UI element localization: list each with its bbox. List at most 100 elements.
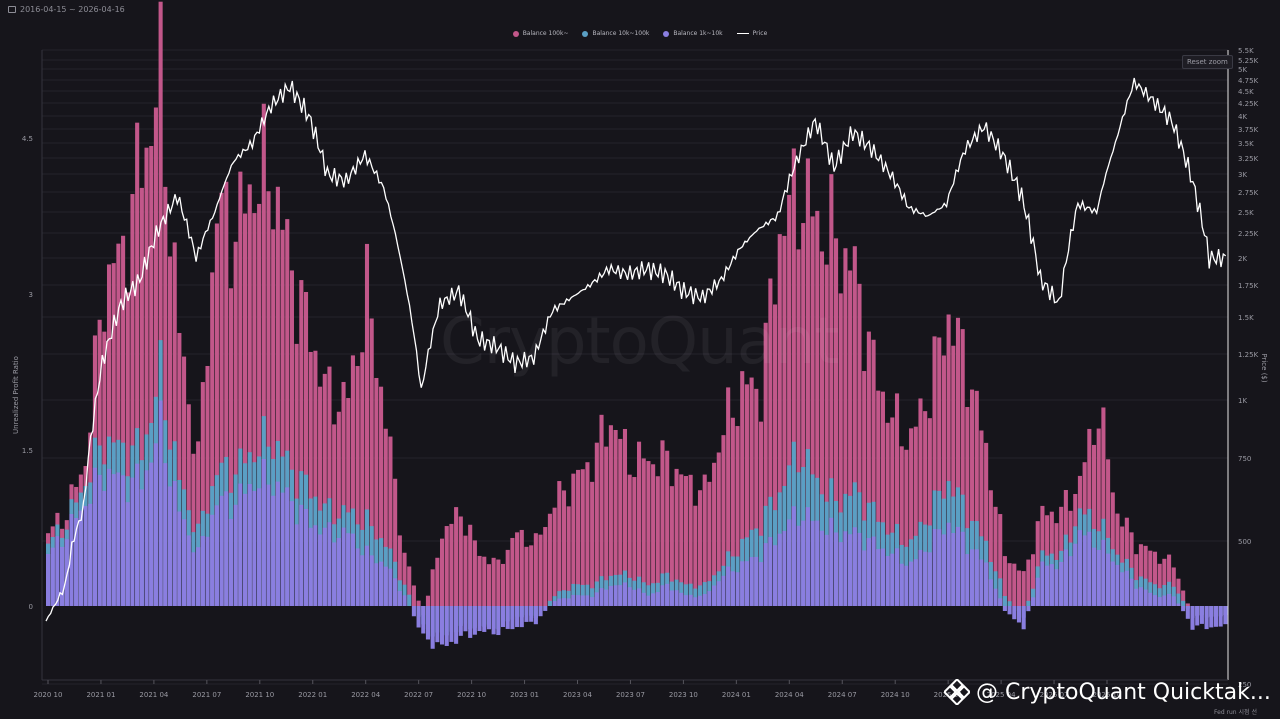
bar-balance-100k — [1185, 603, 1190, 606]
bar-balance-100k — [679, 474, 684, 606]
bar-balance-100k — [918, 398, 923, 606]
bar-balance-100k — [862, 371, 867, 606]
bar-balance-100k — [205, 365, 210, 606]
bar-balance-1k-10k — [993, 588, 998, 606]
calendar-icon — [8, 6, 16, 13]
bar-balance-100k — [852, 246, 857, 606]
bar-balance-1k-10k — [275, 481, 280, 606]
reset-zoom-button[interactable]: Reset zoom — [1182, 55, 1233, 69]
bar-balance-1k-10k — [1209, 606, 1214, 628]
bar-balance-1k-10k — [660, 585, 665, 606]
x-tick-label: 2024 10 — [881, 691, 910, 699]
x-tick-label: 2025 04 — [987, 691, 1016, 699]
legend-item[interactable]: Price — [736, 30, 767, 37]
bar-balance-100k — [1101, 407, 1106, 606]
bar-balance-1k-10k — [576, 595, 581, 606]
bar-balance-1k-10k — [416, 606, 421, 628]
bar-balance-1k-10k — [613, 585, 618, 606]
bar-balance-1k-10k — [716, 581, 721, 606]
y-right-tick-label: 5K — [1238, 66, 1247, 74]
bars-layer — [46, 1, 1228, 649]
bar-balance-1k-10k — [604, 589, 609, 606]
bar-balance-100k — [885, 422, 890, 606]
bar-balance-1k-10k — [449, 606, 454, 642]
bar-balance-100k — [463, 535, 468, 606]
legend-item[interactable]: Balance 1k~10k — [663, 30, 723, 37]
bar-balance-1k-10k — [1073, 543, 1078, 606]
bar-balance-100k — [665, 450, 670, 606]
bar-balance-1k-10k — [970, 549, 975, 606]
bar-balance-100k — [111, 263, 116, 606]
bar-balance-100k — [350, 355, 355, 606]
bar-balance-1k-10k — [880, 548, 885, 606]
legend-item[interactable]: Balance 100k~ — [512, 30, 568, 37]
bar-balance-1k-10k — [383, 566, 388, 606]
bar-balance-100k — [1012, 563, 1017, 606]
bar-balance-100k — [909, 428, 914, 606]
bar-balance-1k-10k — [707, 591, 712, 606]
bar-balance-1k-10k — [299, 504, 304, 606]
date-range-picker[interactable]: 2016-04-15 ~ 2026-04-16 — [8, 5, 125, 14]
bar-balance-10k-100k — [1002, 596, 1007, 606]
bar-balance-10k-100k — [547, 600, 552, 606]
bar-balance-100k — [941, 355, 946, 606]
bar-balance-100k — [819, 251, 825, 606]
bar-balance-100k — [332, 424, 337, 606]
bar-balance-1k-10k — [829, 517, 834, 606]
bar-balance-100k — [477, 555, 482, 606]
bar-balance-1k-10k — [486, 606, 491, 630]
bar-balance-1k-10k — [782, 530, 787, 606]
bar-balance-1k-10k — [979, 559, 984, 606]
bar-balance-1k-10k — [435, 606, 440, 643]
bar-balance-1k-10k — [341, 527, 346, 606]
bar-balance-1k-10k — [730, 571, 735, 606]
bar-balance-100k — [590, 481, 595, 606]
bar-balance-1k-10k — [1195, 606, 1200, 626]
bar-balance-1k-10k — [599, 588, 604, 606]
bar-balance-100k — [341, 381, 346, 606]
bar-balance-100k — [848, 270, 853, 606]
bar-balance-1k-10k — [552, 601, 557, 606]
bar-balance-1k-10k — [116, 472, 121, 606]
bar-balance-1k-10k — [651, 593, 656, 606]
bar-balance-1k-10k — [988, 579, 993, 606]
bar-balance-100k — [374, 377, 379, 606]
bar-balance-1k-10k — [1181, 606, 1186, 612]
bar-balance-10k-100k — [1181, 600, 1186, 606]
bar-balance-1k-10k — [454, 606, 459, 644]
bar-balance-100k — [651, 464, 656, 606]
x-tick-label: 2022 07 — [404, 691, 433, 699]
bar-balance-1k-10k — [1138, 587, 1143, 606]
bar-balance-100k — [228, 288, 234, 606]
bar-balance-1k-10k — [336, 538, 341, 606]
bar-balance-1k-10k — [228, 518, 234, 606]
binance-logo-icon — [944, 679, 970, 705]
bar-balance-1k-10k — [1176, 603, 1181, 606]
y-right-tick-label: 750 — [1238, 455, 1251, 463]
bar-balance-100k — [196, 441, 201, 606]
bar-balance-1k-10k — [308, 527, 313, 606]
bar-balance-1k-10k — [78, 510, 83, 606]
bar-balance-1k-10k — [500, 606, 506, 628]
bar-balance-1k-10k — [787, 519, 792, 606]
bar-balance-100k — [608, 425, 613, 606]
bar-balance-100k — [1134, 554, 1139, 606]
bar-balance-1k-10k — [524, 606, 529, 622]
bar-balance-100k — [1167, 554, 1172, 606]
bar-balance-1k-10k — [510, 606, 515, 630]
legend-item[interactable]: Balance 10k~100k — [582, 30, 649, 37]
y-right-tick-label: 5.25K — [1238, 57, 1259, 65]
bar-balance-1k-10k — [693, 597, 698, 606]
bar-balance-100k — [435, 557, 440, 606]
bar-balance-100k — [946, 314, 951, 606]
bar-balance-100k — [346, 398, 351, 606]
bar-balance-1k-10k — [402, 595, 407, 606]
bar-balance-1k-10k — [557, 598, 562, 606]
bar-balance-100k — [252, 213, 257, 606]
bar-balance-1k-10k — [1059, 561, 1064, 606]
bar-balance-1k-10k — [1190, 606, 1195, 630]
bar-balance-100k — [1021, 571, 1026, 606]
bar-balance-100k — [139, 187, 144, 606]
bar-balance-1k-10k — [1115, 564, 1120, 606]
